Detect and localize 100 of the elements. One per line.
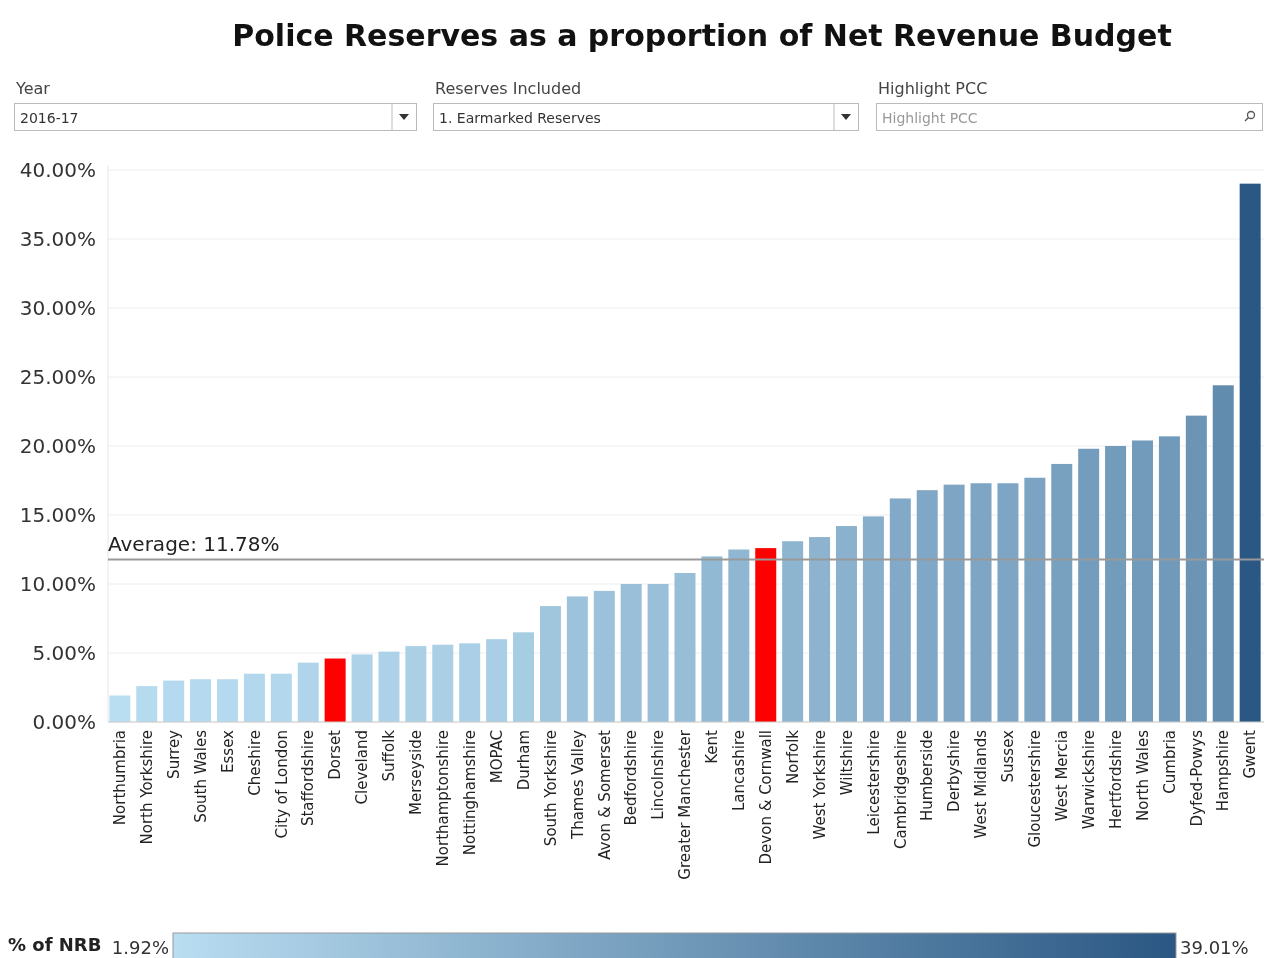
bar (566, 596, 588, 722)
bar (405, 646, 427, 722)
text: 1.92% (111, 937, 169, 958)
x-tick-label: Suffolk (380, 729, 399, 782)
bar (755, 548, 777, 722)
ref-line-label: Average: 11.78% (108, 532, 280, 557)
x-tick-label: City of London (272, 730, 291, 839)
x-tick-label: Sussex (999, 729, 1018, 783)
text: 39.01% (1180, 937, 1249, 958)
bar (432, 644, 454, 722)
bar (539, 606, 561, 722)
x-tick-label: South Yorkshire (541, 730, 560, 847)
y-tick-label: 35.00% (19, 227, 96, 251)
bar (943, 484, 965, 722)
bar (1239, 183, 1261, 722)
x-tick-label: Kent (703, 729, 722, 764)
x-tick-label: Durham (514, 730, 533, 791)
bar (701, 556, 723, 722)
bar (1051, 463, 1073, 722)
color-bar-title: % of NRB (8, 934, 102, 955)
bar (835, 526, 857, 722)
x-tick-label: Gloucestershire (1026, 730, 1045, 848)
x-tick-label: Warwickshire (1079, 730, 1098, 830)
x-tick-label: West Midlands (972, 729, 991, 839)
x-tick-label: South Wales (191, 729, 210, 823)
bar (190, 679, 212, 722)
x-tick-label: Thames Valley (568, 729, 587, 841)
x-tick-label: North Wales (1133, 729, 1152, 821)
x-tick-label: Norfolk (783, 729, 802, 784)
bar (970, 483, 992, 722)
x-tick-label: Leicestershire (864, 730, 883, 835)
x-tick-label: Merseyside (407, 730, 426, 815)
y-tick-label: 25.00% (19, 365, 96, 389)
dropdown-field: 1. Earmarked Reserves (433, 103, 859, 131)
y-tick-label: 15.00% (19, 503, 96, 527)
bar (1158, 436, 1180, 722)
x-tick-label: Gwent (1241, 729, 1260, 779)
y-tick-label: 10.00% (19, 572, 96, 596)
x-tick-label: Hampshire (1214, 730, 1233, 812)
y-tick-label: 40.00% (19, 158, 96, 182)
x-tick-label: Bedfordshire (622, 730, 641, 826)
bar (297, 662, 319, 722)
bar (1078, 448, 1100, 722)
x-tick-label: Cheshire (245, 730, 264, 796)
search-field: Highlight PCC (876, 103, 1263, 131)
x-tick-label: Greater Manchester (676, 729, 695, 880)
bar (513, 632, 535, 722)
y-tick-label: 0.00% (32, 710, 96, 734)
x-tick-label: Wiltshire (837, 730, 856, 796)
x-tick-label: Cleveland (353, 730, 372, 805)
bar (1185, 415, 1207, 722)
bar (243, 673, 265, 722)
x-tick-label: Dyfed-Powys (1187, 729, 1206, 827)
x-tick-label: Devon & Cornwall (756, 730, 775, 865)
x-tick-label: Lincolnshire (649, 730, 668, 820)
x-tick-label: Derbyshire (945, 730, 964, 812)
bar (378, 651, 400, 722)
dropdown-field: 2016-17 (14, 103, 417, 131)
text: Reserves Included (435, 79, 582, 98)
x-tick-label: West Yorkshire (810, 730, 829, 840)
bar (163, 680, 185, 722)
bar (351, 654, 373, 722)
bar (109, 695, 131, 722)
bar (809, 537, 831, 722)
x-tick-label: Hertfordshire (1106, 730, 1125, 829)
x-tick-label: Cumbria (1160, 730, 1179, 794)
x-tick-label: Northumbria (111, 730, 130, 826)
x-tick-label: MOPAC (487, 730, 506, 784)
x-tick-label: Lancashire (730, 730, 749, 812)
y-tick-label: 30.00% (19, 296, 96, 320)
bar (217, 679, 238, 722)
x-tick-label: West Mercia (1053, 730, 1072, 822)
bar (593, 590, 615, 722)
bar (889, 498, 911, 722)
y-tick-label: 5.00% (32, 641, 96, 665)
bar (1105, 446, 1127, 722)
bar (674, 572, 696, 722)
y-tick-label: 20.00% (19, 434, 96, 458)
x-tick-label: Northamptonshire (434, 730, 453, 867)
bar (862, 516, 884, 722)
bar (997, 483, 1019, 722)
x-tick-label: Staffordshire (299, 730, 318, 827)
x-tick-label: Essex (218, 729, 237, 773)
x-tick-label: North Yorkshire (138, 730, 156, 845)
x-tick-label: Nottinghamshire (460, 730, 479, 856)
bar (916, 490, 938, 722)
bar (136, 686, 158, 722)
bar (1132, 440, 1153, 722)
bar (270, 673, 292, 722)
x-tick-label: Surrey (164, 729, 183, 779)
text: Highlight PCC (878, 79, 988, 98)
text: Year (15, 79, 51, 98)
bar (728, 549, 750, 722)
x-tick-label: Cambridgeshire (891, 730, 910, 849)
bar (1024, 477, 1046, 722)
bar (620, 584, 642, 722)
bar (647, 584, 669, 722)
bar (324, 658, 346, 722)
bar (1212, 385, 1234, 722)
bar (486, 639, 508, 722)
